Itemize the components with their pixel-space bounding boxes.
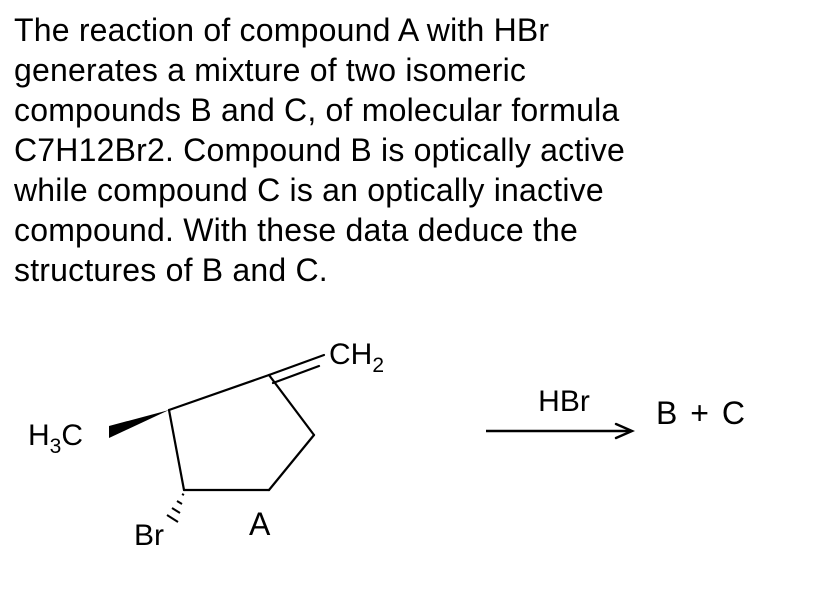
- question-text: The reaction of compound A with HBr gene…: [14, 10, 806, 290]
- question-line-2: generates a mixture of two isomeric: [14, 52, 526, 88]
- reaction-scheme: HBr B + C: [484, 385, 747, 441]
- methyl-wedge: [109, 410, 169, 438]
- reagent-label: HBr: [538, 385, 590, 419]
- reaction-arrow-icon: [484, 421, 644, 441]
- h3c-label: H3C: [28, 419, 83, 458]
- compound-a-label: A: [249, 506, 271, 542]
- question-line-1: The reaction of compound A with HBr: [14, 12, 549, 48]
- compound-a-structure: CH2 H3C Br A: [14, 330, 434, 555]
- ch2-label: CH2: [329, 338, 384, 377]
- exocyclic-double-bond: [269, 355, 324, 383]
- br-hash-wedge: [167, 494, 184, 522]
- question-line-3: compounds B and C, of molecular formula: [14, 92, 619, 128]
- question-line-7: structures of B and C.: [14, 252, 328, 288]
- ring-lines: [169, 375, 314, 490]
- br-label: Br: [134, 519, 164, 550]
- products-label: B + C: [656, 395, 747, 432]
- question-line-5: while compound C is an optically inactiv…: [14, 172, 604, 208]
- question-line-6: compound. With these data deduce the: [14, 212, 578, 248]
- diagram-area: CH2 H3C Br A: [14, 330, 806, 550]
- question-line-4: C7H12Br2. Compound B is optically active: [14, 132, 625, 168]
